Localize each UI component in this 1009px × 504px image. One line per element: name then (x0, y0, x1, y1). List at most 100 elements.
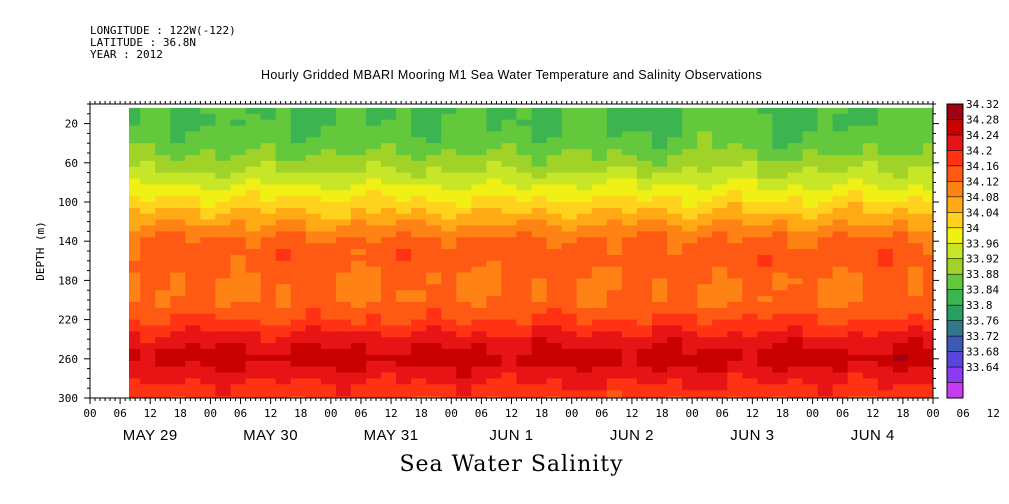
heatmap-cell (531, 313, 548, 321)
heatmap-cell (501, 378, 518, 385)
heatmap-cell (441, 302, 457, 309)
heatmap-cell (350, 254, 367, 262)
heatmap-cell (129, 390, 141, 397)
heatmap-cell (907, 384, 924, 391)
heatmap-cell (892, 260, 909, 268)
heatmap-cell (652, 143, 668, 150)
heatmap-cell (260, 307, 277, 315)
heatmap-cell (200, 260, 217, 268)
heatmap-cell (697, 172, 713, 180)
heatmap-cell (441, 378, 457, 385)
heatmap-cell (411, 149, 427, 156)
heatmap-cell (817, 319, 834, 327)
x-tick-label: 12 (866, 407, 879, 420)
heatmap-cell (817, 272, 834, 280)
heatmap-cell (245, 372, 262, 379)
heatmap-cell (456, 225, 472, 232)
heatmap-cell (411, 143, 427, 150)
heatmap-cell (441, 166, 457, 174)
heatmap-cell (636, 160, 653, 168)
heatmap-cell (305, 313, 322, 321)
heatmap-cell (170, 307, 186, 315)
heatmap-cell (877, 331, 894, 338)
heatmap-cell (531, 213, 548, 221)
heatmap-cell (396, 131, 412, 138)
heatmap-cell (907, 219, 924, 227)
heatmap-cell (350, 284, 367, 291)
heatmap-cell (275, 372, 292, 379)
heatmap-cell (185, 313, 201, 321)
heatmap-cell (847, 237, 864, 244)
heatmap-cell (245, 260, 262, 268)
heatmap-cell (636, 254, 653, 262)
heatmap-cell (441, 372, 457, 379)
heatmap-cell (847, 343, 864, 350)
heatmap-cell (200, 125, 217, 133)
heatmap-cell (516, 243, 533, 250)
heatmap-cell (847, 354, 864, 362)
heatmap-cell (697, 290, 713, 297)
heatmap-cell (561, 396, 578, 398)
heatmap-cell (350, 219, 367, 227)
heatmap-cell (742, 349, 758, 356)
heatmap-cell (772, 337, 789, 344)
heatmap-cell (877, 207, 894, 215)
heatmap-cell (561, 290, 578, 297)
heatmap-cell (892, 337, 909, 344)
heatmap-cell (260, 331, 277, 338)
heatmap-cell (787, 325, 804, 332)
heatmap-cell (727, 396, 743, 398)
heatmap-cell (727, 137, 743, 144)
heatmap-cell (877, 325, 894, 332)
heatmap-cell (907, 143, 924, 150)
heatmap-cell (350, 113, 367, 121)
heatmap-cell (471, 225, 488, 232)
heatmap-cell (877, 196, 894, 203)
heatmap-cell (667, 360, 683, 368)
heatmap-cell (456, 249, 472, 256)
heatmap-cell (155, 296, 171, 303)
heatmap-cell (802, 396, 819, 398)
heatmap-cell (320, 172, 337, 180)
heatmap-cell (200, 143, 217, 150)
heatmap-cell (396, 331, 412, 338)
heatmap-cell (335, 172, 352, 180)
heatmap-cell (230, 190, 247, 197)
heatmap-cell (501, 307, 518, 315)
heatmap-cell (576, 172, 593, 180)
heatmap-cell (907, 290, 924, 297)
heatmap-cell (712, 166, 728, 174)
heatmap-cell (456, 254, 472, 262)
heatmap-cell (847, 160, 864, 168)
heatmap-cell (290, 172, 307, 180)
heatmap-cell (275, 155, 292, 162)
heatmap-cell (471, 378, 488, 385)
heatmap-cell (366, 237, 382, 244)
heatmap-cell (140, 254, 156, 262)
heatmap-cell (129, 331, 141, 338)
heatmap-cell (772, 113, 789, 121)
heatmap-cell (757, 284, 774, 291)
heatmap-cell (892, 155, 909, 162)
heatmap-cell (260, 184, 277, 191)
heatmap-cell (441, 202, 457, 209)
heatmap-cell (892, 366, 909, 374)
heatmap-cell (426, 266, 442, 274)
heatmap-cell (129, 325, 141, 332)
heatmap-cell (200, 190, 217, 197)
heatmap-cell (245, 272, 262, 280)
heatmap-cell (652, 172, 668, 180)
heatmap-cell (185, 137, 201, 144)
heatmap-cell (862, 131, 879, 138)
heatmap-cell (441, 219, 457, 227)
heatmap-cell (591, 372, 608, 379)
heatmap-cell (817, 202, 834, 209)
heatmap-cell (426, 184, 442, 191)
heatmap-cell (129, 107, 141, 115)
heatmap-cell (275, 254, 292, 262)
heatmap-cell (335, 190, 352, 197)
heatmap-cell (350, 313, 367, 321)
heatmap-cell (712, 225, 728, 232)
heatmap-cell (335, 225, 352, 232)
heatmap-cell (757, 243, 774, 250)
